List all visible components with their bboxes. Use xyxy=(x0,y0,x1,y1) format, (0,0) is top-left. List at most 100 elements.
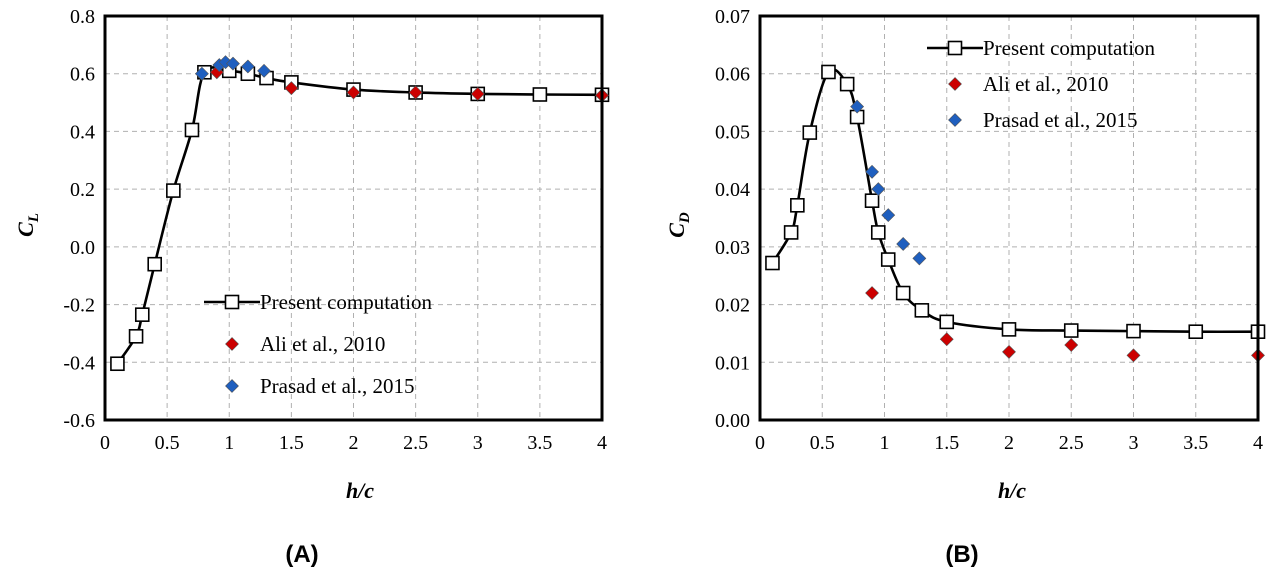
x-tick-label: 3.5 xyxy=(1183,432,1208,454)
data-point-diamond xyxy=(865,164,879,179)
x-tick-label: 3 xyxy=(473,432,483,454)
data-point-diamond xyxy=(408,85,423,100)
chart-panel-b: 0 0.5 1 1.5 2 2.5 3 3.5 4 0.00 0.01 0.02 0.03 0.04 0.0… xyxy=(664,6,1266,568)
x-tick-label: 1.5 xyxy=(279,432,304,454)
y-tick-label: 0.4 xyxy=(70,121,95,143)
y-tick-label: 0.2 xyxy=(70,179,95,201)
data-point-square xyxy=(783,225,799,240)
legend: Present computation Ali et al., 2010 Prasa… xyxy=(927,36,1156,132)
legend-label: Present computation xyxy=(983,36,1156,60)
x-tick-label: 3 xyxy=(1129,432,1139,454)
data-point-square xyxy=(1126,323,1141,339)
x-tick-label: 4 xyxy=(597,432,607,454)
data-point-square xyxy=(870,225,886,240)
x-tick-label: 1 xyxy=(224,432,234,454)
data-point-square xyxy=(839,76,855,92)
data-point-diamond xyxy=(896,237,911,251)
tick-labels: 0 0.5 1 1.5 2 2.5 3 3.5 4 0.00 0.01 0.02 0.03 0.04 0.0… xyxy=(715,6,1263,454)
data-point-square xyxy=(1188,324,1204,339)
x-tick-label: 3.5 xyxy=(527,432,552,454)
data-point-diamond xyxy=(470,86,485,101)
data-point-square xyxy=(821,64,836,80)
y-tick-label: -0.2 xyxy=(63,295,95,317)
x-axis-label: h/c xyxy=(998,478,1026,503)
y-tick-label: 0.03 xyxy=(715,237,750,259)
data-point-square xyxy=(134,307,150,322)
legend-label: Ali et al., 2010 xyxy=(983,72,1108,96)
x-tick-label: 0.5 xyxy=(155,432,180,454)
y-tick-label: 0.06 xyxy=(715,64,750,86)
data-point-square xyxy=(895,285,911,301)
data-point-square xyxy=(147,256,162,272)
y-tick-label: -0.4 xyxy=(63,352,95,374)
data-point-square xyxy=(128,329,144,344)
data-point-diamond xyxy=(871,182,886,197)
y-axis-label: CD xyxy=(664,212,693,238)
data-point-diamond xyxy=(226,56,240,71)
x-tick-label: 4 xyxy=(1253,432,1263,454)
panel-label-b: (B) xyxy=(945,541,978,568)
legend-marker xyxy=(948,113,962,127)
data-point-square xyxy=(880,252,896,267)
y-tick-label: 0.04 xyxy=(715,179,750,201)
data-point-diamond xyxy=(346,85,361,100)
data-point-diamond xyxy=(850,99,865,114)
grid-lines xyxy=(105,16,602,420)
data-point-diamond xyxy=(881,208,896,223)
plot-frame xyxy=(103,14,604,422)
chart-panel-a: 0 0.5 1 1.5 2 2.5 3 3.5 4 -0.6 -0.4 -0.2 0.0 0.2 0.4 0.… xyxy=(13,6,610,568)
x-tick-label: 2 xyxy=(1004,432,1014,454)
data-point-square xyxy=(939,314,955,330)
plot-area xyxy=(103,14,610,422)
data-point-diamond xyxy=(1064,338,1079,352)
data-point-diamond xyxy=(240,59,255,74)
y-tick-label: 0.02 xyxy=(715,295,750,317)
panel-label-a: (A) xyxy=(285,541,318,568)
y-tick-label: 0.01 xyxy=(715,352,750,374)
data-point-square xyxy=(802,125,818,140)
x-tick-label: 0 xyxy=(755,432,765,454)
x-tick-label: 2.5 xyxy=(1059,432,1084,454)
legend-marker xyxy=(224,294,240,310)
plot-frame xyxy=(758,14,1260,422)
legend-label: Prasad et al., 2015 xyxy=(983,108,1138,132)
data-point-square xyxy=(184,122,200,138)
data-point-square xyxy=(166,183,181,198)
data-point-square xyxy=(1063,323,1079,338)
x-tick-label: 0 xyxy=(100,432,110,454)
y-tick-label: 0.05 xyxy=(715,121,750,143)
series-line xyxy=(116,66,603,365)
legend-label: Present computation xyxy=(260,290,433,314)
legend-marker xyxy=(225,379,239,393)
data-point-square xyxy=(532,87,548,102)
data-point-diamond xyxy=(257,63,271,78)
y-tick-label: 0.0 xyxy=(70,237,95,259)
y-tick-label: 0.00 xyxy=(715,410,750,432)
x-tick-label: 1.5 xyxy=(934,432,959,454)
data-point-square xyxy=(790,198,805,213)
x-tick-label: 1 xyxy=(880,432,890,454)
data-point-diamond xyxy=(939,332,954,347)
legend-marker xyxy=(947,40,963,56)
data-point-diamond xyxy=(912,251,927,266)
data-point-diamond xyxy=(1002,344,1016,359)
legend-marker xyxy=(948,77,962,91)
y-tick-label: -0.6 xyxy=(63,410,95,432)
legend: Present computation Ali et al., 2010 Prasa… xyxy=(204,290,433,398)
data-point-square xyxy=(110,356,125,372)
data-point-square xyxy=(914,303,930,318)
data-point-square xyxy=(765,255,780,271)
legend-marker xyxy=(225,337,239,351)
tick-labels: 0 0.5 1 1.5 2 2.5 3 3.5 4 -0.6 -0.4 -0.2 0.0 0.2 0.4 0.… xyxy=(63,6,607,454)
x-tick-label: 2 xyxy=(349,432,359,454)
data-point-diamond xyxy=(865,286,879,300)
y-axis-label: CL xyxy=(13,213,42,237)
x-tick-label: 0.5 xyxy=(810,432,835,454)
data-point-diamond xyxy=(194,66,209,81)
x-axis-label: h/c xyxy=(346,478,374,503)
legend-label: Ali et al., 2010 xyxy=(260,332,385,356)
plot-area xyxy=(758,14,1266,422)
x-tick-label: 2.5 xyxy=(403,432,428,454)
legend-label: Prasad et al., 2015 xyxy=(260,374,415,398)
